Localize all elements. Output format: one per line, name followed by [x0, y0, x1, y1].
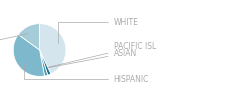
- Text: WHITE: WHITE: [58, 18, 138, 43]
- Wedge shape: [40, 50, 48, 76]
- Wedge shape: [40, 50, 51, 75]
- Wedge shape: [18, 24, 40, 50]
- Wedge shape: [13, 34, 45, 76]
- Wedge shape: [40, 24, 66, 74]
- Text: BLACK: BLACK: [0, 34, 28, 53]
- Text: HISPANIC: HISPANIC: [24, 63, 149, 84]
- Text: PACIFIC ISL: PACIFIC ISL: [49, 42, 156, 67]
- Text: ASIAN: ASIAN: [47, 49, 137, 68]
